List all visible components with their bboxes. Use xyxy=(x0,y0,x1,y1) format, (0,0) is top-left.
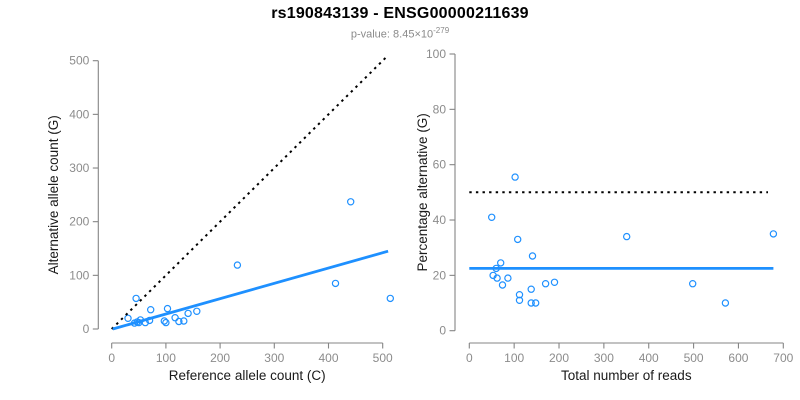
x-tick-label: 600 xyxy=(728,351,748,365)
data-point xyxy=(160,317,168,325)
data-point xyxy=(163,304,172,313)
data-point xyxy=(497,259,505,267)
x-axis-title: Reference allele count (C) xyxy=(169,368,326,383)
data-point xyxy=(498,281,507,289)
data-point xyxy=(511,173,519,181)
data-point xyxy=(184,309,192,318)
data-point xyxy=(331,279,340,288)
y-tick-label: 200 xyxy=(69,215,89,229)
x-tick-label: 0 xyxy=(466,351,473,365)
figure-title: rs190843139 - ENSG00000211639 xyxy=(271,5,529,22)
data-point xyxy=(493,274,501,282)
data-point xyxy=(769,230,778,238)
x-tick-label: 400 xyxy=(639,351,659,365)
data-point xyxy=(146,306,155,314)
x-tick-label: 300 xyxy=(594,351,614,365)
pvalue-mantissa: 8.45 xyxy=(393,28,415,41)
data-point xyxy=(527,285,535,293)
data-point xyxy=(527,299,535,307)
x-tick-label: 0 xyxy=(108,351,115,365)
data-point xyxy=(623,232,631,241)
x-tick-label: 500 xyxy=(684,351,704,365)
data-point xyxy=(721,299,730,307)
y-tick-label: 0 xyxy=(83,322,90,336)
x-tick-label: 300 xyxy=(264,351,284,365)
data-point xyxy=(162,318,170,327)
x-tick-label: 100 xyxy=(156,351,176,365)
data-point xyxy=(175,317,183,326)
x-tick-label: 200 xyxy=(210,351,230,365)
pvalue-base: 10 xyxy=(420,28,434,41)
data-point xyxy=(514,235,522,244)
x-tick-label: 700 xyxy=(773,351,793,365)
y-tick-label: 400 xyxy=(69,107,89,121)
x-axis-title: Total number of reads xyxy=(561,368,692,383)
data-point xyxy=(180,317,188,325)
data-point xyxy=(504,274,512,282)
data-point xyxy=(541,280,550,288)
data-point xyxy=(193,307,201,315)
x-tick-label: 100 xyxy=(504,351,524,365)
data-point xyxy=(515,291,524,299)
pvalue-label: p-value: xyxy=(350,28,394,41)
data-point xyxy=(233,261,242,269)
data-point xyxy=(132,294,140,303)
y-tick-label: 100 xyxy=(69,268,89,282)
data-point xyxy=(347,198,355,206)
pvalue-exponent: -279 xyxy=(433,26,450,35)
data-point xyxy=(386,294,394,303)
data-point xyxy=(532,299,540,307)
pvalue-subtitle: p-value: 8.45×10-279 xyxy=(0,26,800,41)
y-tick-label: 60 xyxy=(433,158,447,172)
data-point xyxy=(515,296,524,304)
data-point xyxy=(124,314,132,322)
data-point xyxy=(550,278,559,286)
identity-line xyxy=(110,56,388,330)
y-tick-label: 40 xyxy=(433,213,447,227)
data-point xyxy=(488,213,496,221)
regression-line xyxy=(112,249,389,331)
y-tick-label: 20 xyxy=(433,268,447,282)
data-point xyxy=(171,314,179,322)
y-tick-label: 80 xyxy=(433,102,447,116)
left-plot: 0 100 200 300 400 500 0 100 200 300 400 500 Referenc… xyxy=(46,54,394,383)
pvalue-times: × xyxy=(414,28,421,41)
x-tick-label: 500 xyxy=(373,351,393,365)
y-tick-label: 500 xyxy=(69,54,89,68)
y-tick-label: 0 xyxy=(439,324,446,338)
y-axis-title: Percentage alternative (G) xyxy=(415,113,430,271)
data-point xyxy=(689,280,697,288)
right-plot: 0 100 200 300 400 500 600 700 0 20 40 60 80 100 Total … xyxy=(415,47,794,383)
x-tick-label: 400 xyxy=(318,351,338,365)
x-tick-label: 200 xyxy=(549,351,569,365)
y-tick-label: 100 xyxy=(426,47,446,61)
y-tick-label: 300 xyxy=(69,161,89,175)
y-axis-title: Alternative allele count (G) xyxy=(46,115,61,274)
data-point xyxy=(528,252,537,260)
